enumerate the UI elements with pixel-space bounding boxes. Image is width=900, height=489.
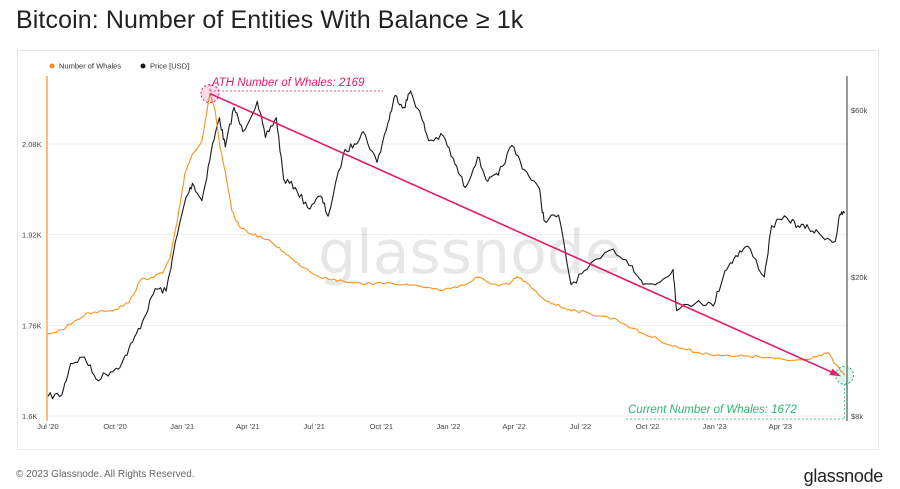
x-tick-label: Jan '22 bbox=[436, 422, 460, 431]
ath-annotation-label: ATH Number of Whales: 2169 bbox=[211, 77, 365, 89]
x-tick-label: Jan '23 bbox=[703, 422, 727, 431]
chart-canvas: glassnode 1.6K 1.76K 1.92K 2.08K $8k $20k $60k… bbox=[22, 62, 868, 432]
x-tick-label: Oct '20 bbox=[103, 422, 127, 431]
legend-price-dot bbox=[140, 63, 146, 69]
x-tick-label: Oct '21 bbox=[370, 422, 394, 431]
legend-whales-dot bbox=[49, 63, 55, 69]
footer-brand-logo: glassnode bbox=[803, 466, 884, 486]
y-left-tick-label: 1.6K bbox=[22, 412, 37, 421]
x-tick-label: Apr '23 bbox=[769, 422, 793, 431]
whales-series-line bbox=[47, 93, 845, 376]
trend-arrow-line bbox=[209, 92, 839, 376]
legend-price-label: Price [USD] bbox=[150, 62, 189, 71]
page-title: Bitcoin: Number of Entities With Balance… bbox=[16, 6, 524, 34]
ath-marker bbox=[200, 84, 220, 104]
x-tick-label: Jul '21 bbox=[304, 422, 325, 431]
annotation-layer: ATH Number of Whales: 2169 Current Number… bbox=[200, 77, 855, 420]
x-tick-label: Apr '22 bbox=[502, 422, 526, 431]
x-tick-label: Jan '21 bbox=[170, 422, 194, 431]
y-right-tick-label: $8k bbox=[851, 412, 863, 421]
trend-arrow-head bbox=[829, 368, 842, 377]
series-layer bbox=[47, 90, 846, 400]
y-left-tick-label: 1.92K bbox=[22, 231, 42, 240]
legend-whales-label: Number of Whales bbox=[59, 62, 121, 71]
y-right-tick-label: $60k bbox=[851, 106, 868, 115]
y-left-tick-label: 1.76K bbox=[22, 321, 42, 330]
x-tick-label: Apr '21 bbox=[236, 422, 260, 431]
legend: Number of Whales Price [USD] bbox=[49, 62, 189, 71]
footer-copyright: © 2023 Glassnode. All Rights Reserved. bbox=[16, 469, 195, 480]
x-tick-label: Jul '22 bbox=[570, 422, 591, 431]
current-marker bbox=[835, 365, 855, 385]
watermark: glassnode bbox=[318, 218, 622, 288]
y-left-tick-label: 2.08K bbox=[22, 140, 42, 149]
price-series-line bbox=[47, 90, 846, 400]
current-annotation-label: Current Number of Whales: 1672 bbox=[628, 404, 797, 416]
x-tick-label: Oct '22 bbox=[636, 422, 660, 431]
y-right-tick-label: $20k bbox=[851, 273, 868, 282]
axis-layer: 1.6K 1.76K 1.92K 2.08K $8k $20k $60k Jul '20 Oct… bbox=[22, 76, 868, 431]
x-tick-label: Jul '20 bbox=[37, 422, 58, 431]
chart-card: glassnode 1.6K 1.76K 1.92K 2.08K $8k $20k $60k… bbox=[17, 50, 879, 450]
